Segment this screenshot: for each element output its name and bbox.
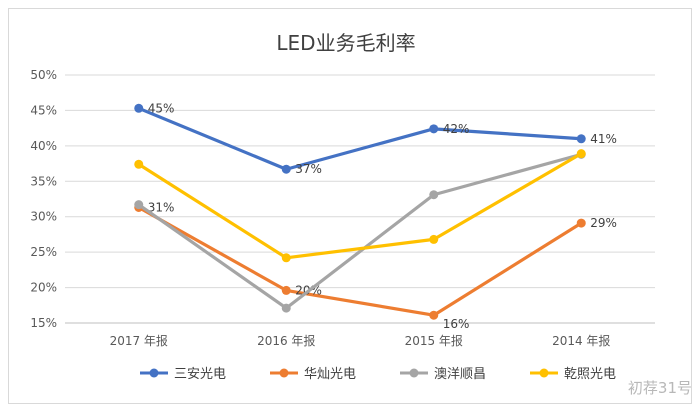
- data-point: [429, 124, 439, 134]
- data-point: [429, 310, 439, 320]
- legend-label: 澳洋顺昌: [434, 366, 486, 382]
- series-3: [134, 149, 586, 313]
- data-label: 37%: [295, 162, 322, 176]
- data-point: [576, 149, 586, 159]
- x-tick-label: 2016 年报: [257, 333, 315, 348]
- x-tick-label: 2014 年报: [552, 333, 610, 348]
- chart-title: LED业务毛利率: [276, 31, 415, 55]
- y-axis-ticks: 15% 20% 25% 30% 35% 40% 45% 50%: [30, 68, 57, 330]
- series-line: [137, 152, 582, 310]
- legend-label: 三安光电: [174, 367, 226, 382]
- watermark: 初荐31号: [627, 379, 692, 397]
- legend: 三安光电 华灿光电 澳洋顺昌 乾照光电: [140, 366, 616, 382]
- series-2: 31%20%16%29%: [134, 201, 617, 331]
- y-tick-label: 15%: [30, 316, 57, 330]
- series-line: [137, 152, 583, 260]
- data-point: [429, 190, 439, 200]
- y-tick-label: 45%: [30, 103, 57, 117]
- data-point: [134, 103, 144, 113]
- x-tick-label: 2017 年报: [110, 333, 168, 348]
- y-tick-label: 20%: [30, 281, 57, 295]
- y-tick-label: 35%: [30, 174, 57, 188]
- legend-item: 乾照光电: [530, 367, 616, 382]
- data-point: [576, 218, 586, 228]
- data-point: [134, 159, 144, 169]
- legend-marker: [409, 368, 419, 378]
- data-point: [281, 253, 291, 263]
- data-point: [134, 200, 144, 210]
- y-tick-label: 25%: [30, 245, 57, 259]
- series-group: 45%37%42%41%31%20%16%29%: [134, 101, 617, 331]
- data-label: 29%: [590, 216, 617, 230]
- series-1: 45% 37% 42% 41%: [134, 101, 617, 176]
- data-label: 31%: [148, 201, 175, 215]
- data-point: [429, 234, 439, 244]
- chart-frame: [8, 8, 692, 404]
- legend-item: 华灿光电: [270, 367, 356, 382]
- data-label: 45%: [148, 101, 175, 115]
- y-tick-label: 50%: [30, 68, 57, 82]
- legend-item: 三安光电: [140, 367, 226, 382]
- x-tick-label: 2015 年报: [405, 333, 463, 348]
- y-tick-label: 30%: [30, 210, 57, 224]
- data-point: [281, 285, 291, 295]
- legend-marker: [539, 368, 549, 378]
- legend-label: 华灿光电: [304, 367, 356, 382]
- data-label: 42%: [443, 122, 470, 136]
- data-label: 41%: [590, 132, 617, 146]
- legend-label: 乾照光电: [564, 367, 616, 382]
- series-line: [137, 206, 583, 317]
- data-point: [281, 303, 291, 313]
- series-line: [138, 106, 582, 171]
- series-4: [134, 149, 586, 263]
- data-point: [576, 134, 586, 144]
- legend-marker: [149, 368, 159, 378]
- x-axis-ticks: 2017 年报 2016 年报 2015 年报 2014 年报: [110, 333, 611, 348]
- legend-item: 澳洋顺昌: [400, 366, 486, 382]
- data-label: 16%: [443, 317, 470, 331]
- y-tick-label: 40%: [30, 139, 57, 153]
- data-point: [281, 164, 291, 174]
- legend-marker: [279, 368, 289, 378]
